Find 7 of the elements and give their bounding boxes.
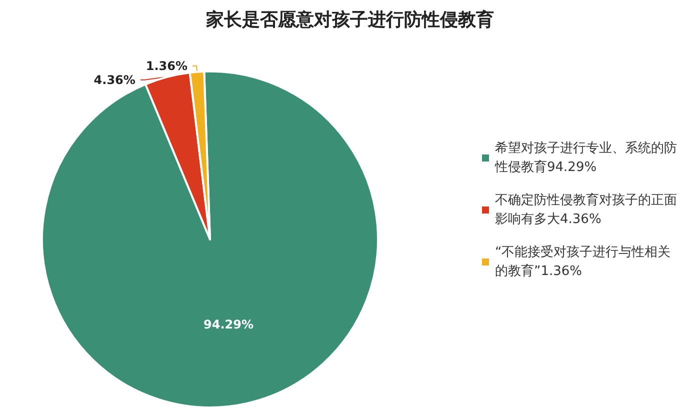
legend-label: 不确定防性侵教育对孩子的正面影响有多大4.36% <box>495 192 677 227</box>
chart-title: 家长是否愿意对孩子进行防性侵教育 <box>205 8 494 30</box>
legend-label: 希望对孩子进行专业、系统的防性侵教育94.29% <box>494 141 677 175</box>
data-label: 94.29% <box>204 317 254 332</box>
legend-label: “不能接受对孩子进行与性相关的教育”1.36% <box>495 245 671 279</box>
data-label: 1.36% <box>146 58 188 73</box>
data-label: 4.36% <box>94 72 136 87</box>
